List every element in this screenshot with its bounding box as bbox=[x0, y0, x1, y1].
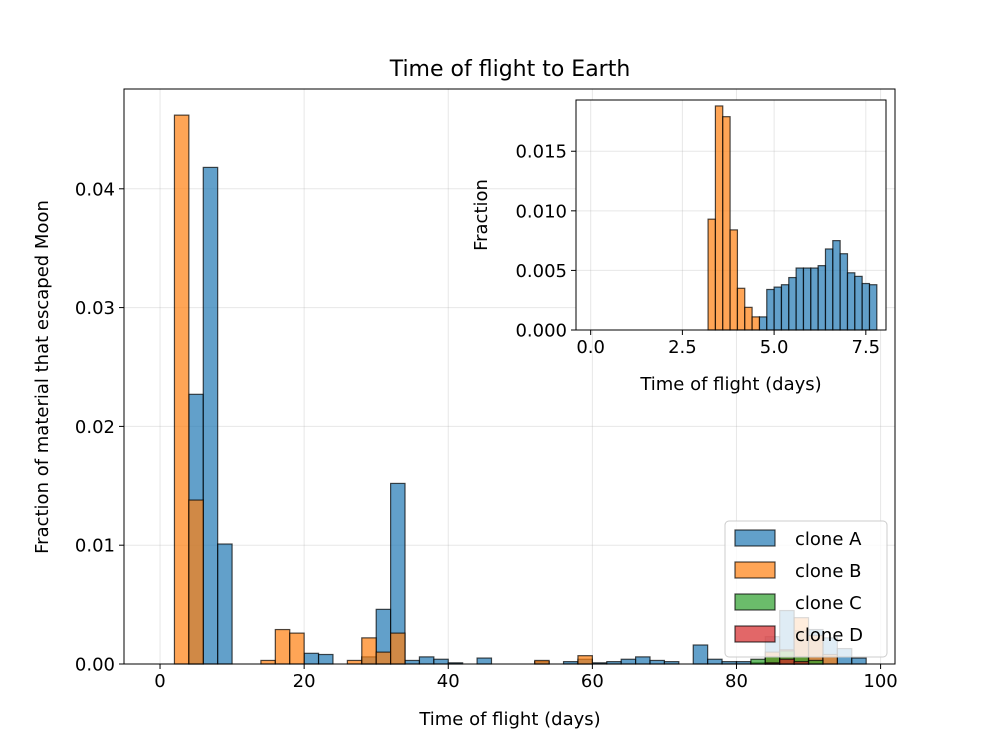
main-x-tick-label: 20 bbox=[293, 671, 316, 692]
main-bar-clone-a bbox=[202, 166, 219, 665]
inset-bar-clone-a bbox=[839, 253, 849, 331]
main-bar-clone-a bbox=[317, 653, 334, 665]
legend-label-clone-a: clone A bbox=[795, 529, 862, 550]
inset-x-tick-label: 0.0 bbox=[576, 337, 605, 358]
inset-y-tick-label: 0.000 bbox=[515, 320, 567, 341]
main-y-axis-label: Fraction of material that escaped Moon bbox=[32, 200, 53, 554]
main-bar-clone-a bbox=[404, 659, 421, 665]
main-bar-clone-b bbox=[173, 114, 190, 665]
inset-ticks: 0.0 2.5 5.0 7.5 0.000 0.005 0.010 0.015 bbox=[515, 142, 880, 358]
inset-y-tick-label: 0.005 bbox=[515, 261, 567, 282]
inset-bar-clone-a bbox=[802, 267, 812, 331]
main-bar-clone-b bbox=[188, 499, 204, 665]
inset-bar-clone-a bbox=[868, 284, 878, 331]
legend: clone A clone B clone C clone D bbox=[724, 520, 888, 658]
main-x-axis-label: Time of flight (days) bbox=[418, 709, 600, 730]
legend-label-clone-d: clone D bbox=[795, 625, 863, 646]
main-x-tick-label: 100 bbox=[863, 671, 897, 692]
main-plot-frame bbox=[123, 88, 896, 665]
main-bar-clone-b bbox=[534, 659, 550, 665]
inset-bar-clone-a bbox=[824, 248, 834, 331]
inset-bar-clone-a bbox=[832, 240, 841, 331]
inset-x-tick-label: 5.0 bbox=[760, 337, 789, 358]
main-bar-clone-c bbox=[750, 658, 766, 665]
inset-bar-clone-a bbox=[810, 267, 819, 331]
main-bar-clone-b bbox=[289, 632, 305, 665]
legend-label-clone-c: clone C bbox=[795, 593, 862, 614]
main-bar-clone-b bbox=[577, 655, 593, 665]
inset-bar-clone-a bbox=[861, 282, 871, 331]
inset-y-tick-label: 0.010 bbox=[515, 201, 567, 222]
main-bar-clone-a bbox=[303, 652, 320, 665]
legend-swatch-clone-a bbox=[734, 529, 776, 547]
main-bar-clone-a bbox=[620, 658, 637, 665]
inset-bar-clone-a bbox=[766, 288, 775, 331]
inset-bar-clone-b bbox=[729, 229, 739, 331]
inset-bar-clone-a bbox=[854, 275, 863, 331]
inset-bar-clone-a bbox=[788, 276, 797, 331]
legend-swatch-clone-d bbox=[734, 625, 776, 643]
inset-bar-clone-b bbox=[707, 218, 717, 331]
inset-bar-clone-a bbox=[795, 267, 805, 331]
chart-title: Time of flight to Earth bbox=[389, 57, 631, 82]
main-y-tick-label: 0.01 bbox=[75, 536, 115, 557]
main-bar-clone-a bbox=[418, 656, 435, 665]
main-x-tick-label: 80 bbox=[725, 671, 748, 692]
main-bar-clone-a bbox=[707, 658, 723, 665]
main-bar-clone-b bbox=[274, 628, 291, 665]
inset-bar-clone-a bbox=[817, 265, 827, 331]
main-bar-clone-a bbox=[217, 543, 233, 665]
inset-bar-clone-b bbox=[751, 316, 761, 331]
main-y-tick-label: 0.00 bbox=[75, 654, 115, 675]
inset-y-axis-label: Fraction bbox=[471, 179, 492, 251]
main-bar-clone-a bbox=[851, 657, 867, 665]
inset-bar-clone-b bbox=[736, 287, 746, 331]
main-x-tick-label: 40 bbox=[437, 671, 460, 692]
main-bar-clone-b bbox=[260, 659, 276, 665]
main-bar-clone-c bbox=[807, 659, 824, 665]
inset-bar-clone-a bbox=[780, 284, 790, 331]
legend-items: clone A clone B clone C clone D bbox=[734, 529, 863, 646]
inset-chart: 0.0 2.5 5.0 7.5 0.000 0.005 0.010 0.015 Time of… bbox=[471, 99, 887, 395]
inset-bars bbox=[707, 105, 878, 331]
main-bar-clone-b bbox=[375, 651, 392, 665]
main-bar-clone-a bbox=[476, 657, 493, 665]
main-bar-clone-a bbox=[692, 644, 709, 665]
inset-bar-clone-a bbox=[758, 316, 768, 331]
legend-box bbox=[724, 520, 888, 658]
main-bar-clone-a bbox=[433, 658, 449, 665]
inset-bar-clone-b bbox=[714, 105, 724, 331]
legend-label-clone-b: clone B bbox=[795, 561, 861, 582]
main-bar-clone-a bbox=[634, 656, 651, 665]
main-bar-clone-b bbox=[361, 637, 377, 665]
main-bar-clone-a bbox=[649, 659, 666, 665]
inset-x-tick-label: 2.5 bbox=[668, 337, 697, 358]
main-bar-clone-b bbox=[346, 659, 363, 665]
legend-swatch-clone-c bbox=[734, 593, 776, 611]
main-bar-clone-d bbox=[779, 658, 795, 665]
main-x-tick-label: 60 bbox=[581, 671, 604, 692]
legend-swatch-clone-b bbox=[734, 561, 776, 579]
inset-bar-clone-a bbox=[773, 286, 783, 331]
main-bar-clone-b bbox=[390, 632, 406, 665]
main-x-tick-label: 0 bbox=[154, 671, 165, 692]
main-y-tick-label: 0.02 bbox=[75, 417, 115, 438]
inset-plot-frame bbox=[575, 99, 887, 331]
inset-x-tick-label: 7.5 bbox=[852, 337, 881, 358]
inset-x-axis-label: Time of flight (days) bbox=[639, 374, 821, 395]
inset-bar-clone-b bbox=[722, 116, 731, 331]
inset-y-tick-label: 0.015 bbox=[515, 142, 567, 163]
main-y-tick-label: 0.04 bbox=[75, 179, 115, 200]
main-y-tick-label: 0.03 bbox=[75, 298, 115, 319]
main-ticks: 0 20 40 60 80 100 0.00 0.01 0.02 0.03 0.04 bbox=[75, 179, 898, 692]
inset-bar-clone-b bbox=[744, 306, 753, 331]
inset-bar-clone-a bbox=[846, 272, 856, 331]
